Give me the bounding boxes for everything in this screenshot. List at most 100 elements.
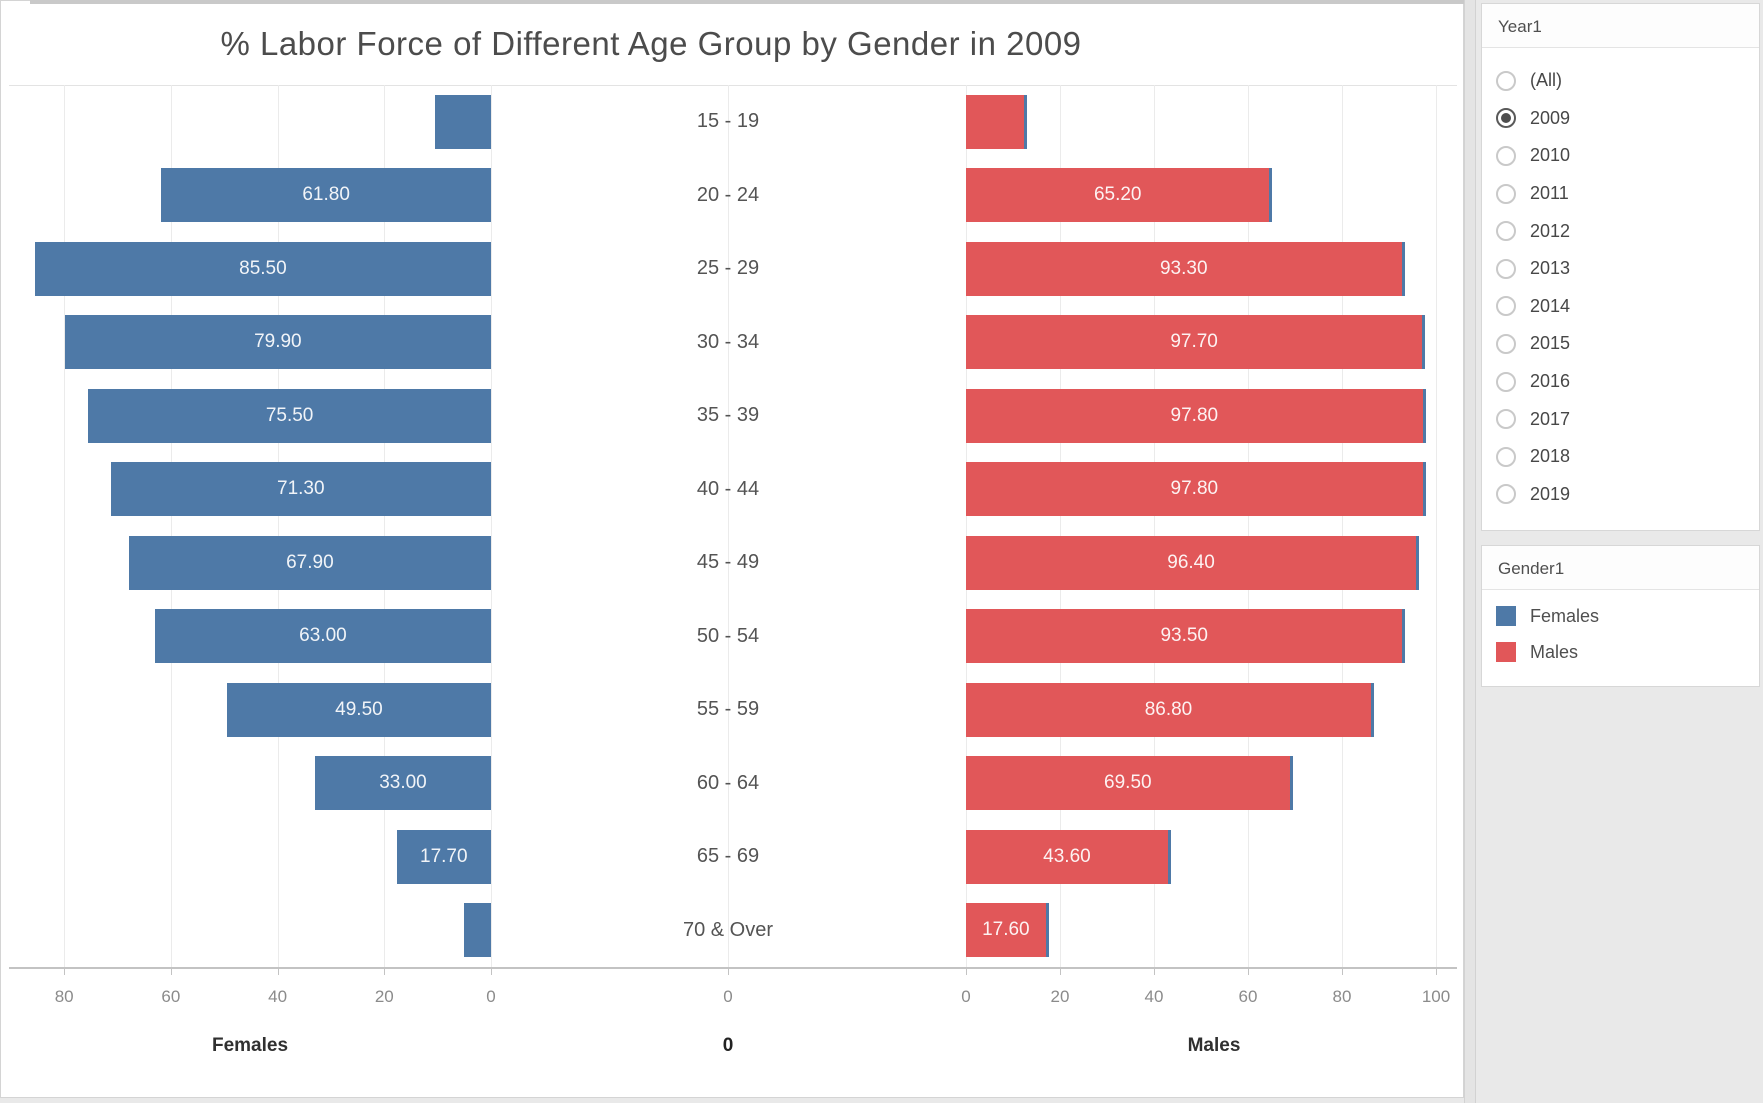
year-option-all[interactable]: (All) (1482, 62, 1759, 100)
bar-value-label: 75.50 (265, 404, 314, 426)
bar-value-label: 33.00 (379, 772, 427, 794)
bar-value-label: 49.50 (335, 698, 383, 720)
year-option-2014[interactable]: 2014 (1482, 288, 1759, 326)
legend-item-males[interactable]: Males (1482, 634, 1759, 670)
gridline (1342, 85, 1343, 967)
bar-males-70Over[interactable]: 17.60 (966, 903, 1049, 958)
pyramid-chart: 15 - 19 61.80 65.20 20 - 24 85.50 93.30 25 - 2… (1, 1, 1465, 1099)
year-option-2010[interactable]: 2010 (1482, 137, 1759, 175)
bar-males-55-59[interactable]: 86.80 (966, 682, 1374, 737)
axis-tick (1342, 969, 1343, 975)
radio-button[interactable] (1496, 409, 1516, 430)
gridline (64, 85, 66, 967)
bar-males-25-29[interactable]: 93.30 (966, 241, 1405, 296)
bar-females-15-19[interactable] (434, 94, 491, 149)
bar-females-65-69[interactable]: 17.70 (396, 829, 491, 884)
bar-females-60-64[interactable]: 33.00 (314, 756, 491, 811)
year-option-2017[interactable]: 2017 (1482, 400, 1759, 438)
radio-button-selected[interactable] (1496, 108, 1516, 129)
x-axis-line (9, 967, 1457, 969)
legend-label: Females (1530, 605, 1600, 626)
male-axis-tick-label: 80 (1332, 987, 1352, 1006)
bar-females-50-54[interactable]: 63.00 (154, 609, 491, 664)
year-option-label: 2010 (1530, 145, 1571, 166)
year-option-2019[interactable]: 2019 (1482, 476, 1759, 514)
gridline (277, 85, 279, 967)
year-option-2011[interactable]: 2011 (1482, 175, 1759, 213)
year-option-2009[interactable]: 2009 (1482, 100, 1759, 138)
year-option-2018[interactable]: 2018 (1482, 438, 1759, 476)
radio-button[interactable] (1496, 258, 1516, 279)
bar-males-15-19[interactable] (966, 94, 1028, 149)
bar-females-25-29[interactable]: 85.50 (34, 241, 491, 296)
radio-button[interactable] (1496, 371, 1516, 392)
bar-males-65-69[interactable]: 43.60 (966, 829, 1171, 884)
bar-males-45-49[interactable]: 96.40 (966, 535, 1420, 590)
year-option-label: (All) (1530, 70, 1562, 91)
bar-females-70Over[interactable] (464, 903, 491, 958)
gridline (491, 85, 492, 967)
year-option-2016[interactable]: 2016 (1482, 363, 1759, 401)
bar-males-50-54[interactable]: 93.50 (966, 609, 1406, 664)
radio-button[interactable] (1496, 183, 1516, 204)
age-group-label: 45 - 49 (696, 551, 760, 573)
panel-divider (1464, 0, 1476, 1103)
axis-tick (1060, 969, 1061, 975)
bar-value-label: 63.00 (299, 625, 347, 647)
age-group-label: 35 - 39 (696, 404, 760, 426)
year-option-label: 2016 (1530, 371, 1571, 392)
radio-button[interactable] (1496, 333, 1516, 354)
male-axis-tick-label: 60 (1238, 987, 1258, 1006)
legend-swatch-males (1496, 642, 1516, 662)
legend-label: Males (1530, 641, 1579, 662)
age-group-label: 50 - 54 (696, 624, 760, 647)
bar-females-45-49[interactable]: 67.90 (128, 535, 491, 590)
bar-males-20-24[interactable]: 65.20 (966, 168, 1273, 223)
radio-button[interactable] (1496, 446, 1516, 467)
male-axis-tick-label: 100 (1421, 987, 1451, 1006)
male-axis-tick-label: 20 (1050, 987, 1070, 1006)
bar-females-40-44[interactable]: 71.30 (110, 462, 491, 517)
year-option-label: 2014 (1530, 295, 1571, 316)
bar-value-label: 79.90 (254, 331, 302, 353)
female-axis-tick-label: 60 (161, 987, 181, 1006)
bar-value-label: 65.20 (1093, 184, 1142, 206)
legend-item-females[interactable]: Females (1482, 598, 1759, 634)
year-option-2015[interactable]: 2015 (1482, 325, 1759, 363)
year-option-label: 2011 (1530, 183, 1569, 204)
gridline (1154, 85, 1155, 967)
axis-tick (1248, 969, 1249, 975)
radio-button[interactable] (1496, 221, 1516, 242)
bar-males-35-39[interactable]: 97.80 (966, 388, 1426, 443)
age-group-label: 30 - 34 (696, 330, 760, 353)
bar-males-30-34[interactable]: 97.70 (966, 315, 1426, 370)
bar-females-30-34[interactable]: 79.90 (64, 315, 491, 370)
bar-males-40-44[interactable]: 97.80 (966, 462, 1426, 517)
male-axis-tick-label: 40 (1144, 987, 1164, 1006)
bar-females-20-24[interactable]: 61.80 (161, 168, 491, 223)
bar-value-label: 61.80 (302, 184, 350, 206)
bar-males-60-64[interactable]: 69.50 (966, 756, 1293, 811)
axis-tick (277, 969, 279, 975)
bar-value-label: 97.70 (1170, 331, 1218, 353)
bar-females-55-59[interactable]: 49.50 (226, 682, 491, 737)
bar-females-35-39[interactable]: 75.50 (88, 388, 491, 443)
gender-legend-list: Females Males (1482, 590, 1759, 670)
radio-button[interactable] (1496, 145, 1516, 166)
radio-button[interactable] (1496, 484, 1516, 505)
gridline (1060, 85, 1061, 967)
gender-legend-card: Gender1 Females Males (1481, 545, 1760, 687)
gridline (170, 85, 172, 967)
gridline (1248, 85, 1249, 967)
year-filter-card: Year1 (All) 2009 2010 2011 2012 2013 2014 2015 2… (1481, 3, 1760, 531)
bar-value-label: 93.50 (1160, 625, 1208, 647)
bar-value-label: 93.30 (1159, 257, 1208, 279)
legend-swatch-females (1496, 606, 1516, 626)
year-option-2013[interactable]: 2013 (1482, 250, 1759, 288)
plot-top-border (9, 85, 1457, 86)
radio-button[interactable] (1496, 70, 1516, 91)
top-border-strip (30, 0, 1464, 4)
bar-value-label: 17.60 (982, 919, 1030, 941)
year-option-2012[interactable]: 2012 (1482, 212, 1759, 250)
radio-button[interactable] (1496, 296, 1516, 317)
